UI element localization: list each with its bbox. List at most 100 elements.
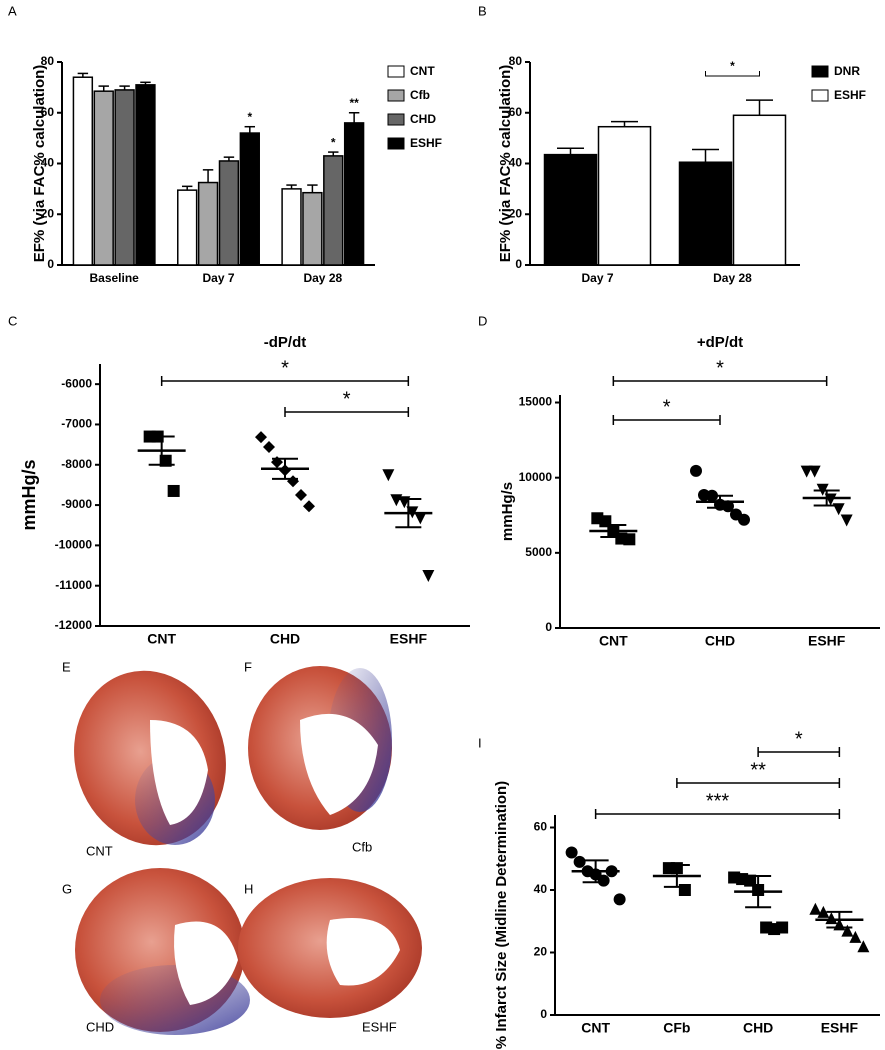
bar (239, 132, 260, 266)
data-point (776, 921, 789, 934)
significance: ** (750, 759, 766, 781)
data-point (303, 500, 315, 513)
data-point (722, 500, 734, 513)
data-point (840, 514, 853, 527)
panel-label: H (244, 881, 253, 896)
panel-label: C (8, 313, 17, 328)
lumen (300, 713, 378, 815)
y-tick-label: -11000 (55, 578, 92, 592)
lumen (326, 918, 400, 986)
significance-bracket (284, 407, 410, 417)
photo-g: G CHD (62, 868, 250, 1035)
legend-label: CHD (410, 112, 436, 126)
y-tick-label: 0 (545, 620, 552, 634)
data-point (573, 855, 586, 868)
bar (323, 155, 344, 266)
legend-swatch (811, 65, 829, 78)
significance-bracket (612, 376, 828, 386)
data-point (263, 441, 275, 454)
significance: * (343, 388, 351, 410)
y-axis-label: EF% (via FAC% calculation) (497, 65, 514, 263)
y-axis-label: EF% (via FAC% calculation) (31, 65, 48, 263)
significance: * (795, 728, 803, 750)
bar (678, 161, 733, 266)
x-tick-label: ESHF (808, 633, 846, 649)
y-tick-label: 20 (509, 206, 523, 220)
bar (302, 191, 323, 266)
data-point (295, 489, 307, 501)
data-point (817, 905, 830, 918)
x-tick-label: Baseline (89, 271, 139, 285)
bar (114, 89, 135, 266)
x-tick-label: CNT (599, 633, 628, 649)
significance: * (663, 396, 671, 418)
y-tick-label: -6000 (61, 376, 92, 390)
y-tick-label: 40 (534, 882, 548, 896)
x-tick-label: Day 28 (713, 271, 752, 285)
y-tick-label: -12000 (55, 618, 93, 632)
x-tick-label: ESHF (390, 631, 428, 647)
legend-swatch (387, 89, 405, 102)
y-tick-label: 40 (41, 156, 55, 170)
significance: * (730, 59, 735, 73)
bar (72, 76, 94, 266)
y-tick-label: 60 (509, 105, 523, 119)
photo-e: E CNT (62, 659, 226, 858)
data-point (800, 465, 813, 478)
data-point (422, 570, 435, 583)
y-tick-label: -7000 (61, 417, 92, 431)
legend-label: DNR (834, 64, 860, 78)
significance: * (281, 357, 289, 379)
y-tick-label: 20 (534, 945, 548, 959)
bar (218, 160, 240, 266)
significance-bracket (757, 747, 841, 757)
y-tick-label: 60 (41, 105, 55, 119)
panel-label: A (8, 3, 17, 18)
data-point (678, 884, 691, 896)
bar (281, 188, 302, 266)
significance-bracket (676, 778, 841, 788)
y-tick-label: 5000 (525, 545, 552, 559)
data-point (809, 902, 822, 915)
data-point (255, 431, 267, 444)
x-tick-label: Day 28 (303, 271, 342, 285)
y-tick-label: 80 (509, 54, 523, 68)
legend-swatch (811, 89, 829, 102)
legend-label: ESHF (834, 88, 866, 102)
data-point (744, 874, 757, 887)
legend-swatch (387, 65, 405, 78)
data-point (167, 484, 180, 497)
panel-label: E (62, 659, 71, 674)
bar (177, 189, 198, 266)
bar (93, 90, 114, 266)
y-tick-label: 15000 (519, 395, 553, 409)
significance-bracket (594, 809, 841, 819)
x-tick-label: CFb (663, 1020, 690, 1036)
x-tick-label: Day 7 (581, 271, 613, 285)
y-axis-label: % Infarct Size (Midline Determination) (493, 781, 510, 1049)
photo-caption: CNT (86, 843, 113, 858)
y-tick-label: 0 (47, 257, 54, 271)
y-tick-label: 80 (41, 54, 55, 68)
y-tick-label: 60 (534, 820, 548, 834)
significance-bracket (612, 415, 721, 425)
x-tick-label: CHD (705, 633, 735, 649)
significance-bracket (705, 71, 760, 77)
x-tick-label: CNT (147, 631, 176, 647)
legend-label: ESHF (410, 136, 442, 150)
legend-swatch (387, 113, 405, 126)
significance: * (716, 357, 724, 379)
photo-h: H ESHF (238, 878, 422, 1034)
data-point (623, 533, 636, 546)
significance: *** (706, 790, 730, 812)
x-tick-label: ESHF (821, 1020, 859, 1036)
y-tick-label: 10000 (519, 470, 553, 484)
data-point (849, 930, 862, 943)
legend-label: Cfb (410, 88, 430, 102)
lumen (174, 921, 238, 1005)
chart-title: +dP/dt (697, 334, 743, 351)
panel-label: B (478, 3, 487, 18)
significance-bracket (160, 376, 410, 386)
panel-label: D (478, 313, 487, 328)
